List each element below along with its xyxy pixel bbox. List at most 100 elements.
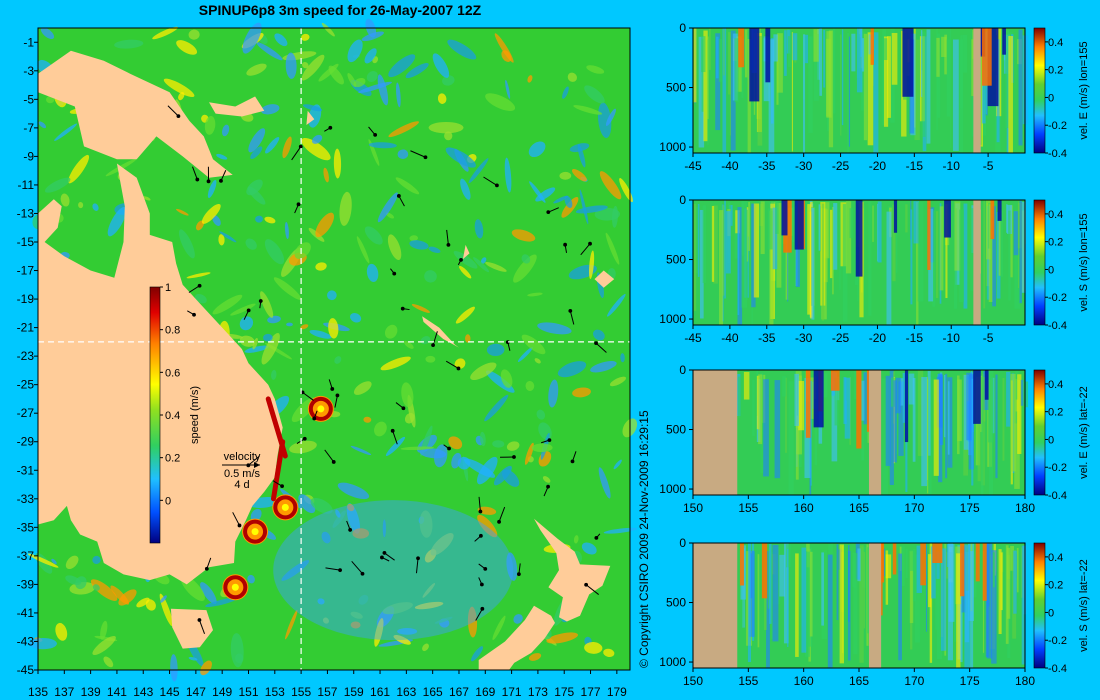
velocity-streak (916, 202, 919, 325)
speed-patch (353, 381, 372, 395)
velocity-streak (1013, 211, 1019, 256)
x-tick-label: -5 (983, 159, 994, 173)
velocity-streak (945, 373, 948, 479)
velocity-streak (927, 554, 932, 608)
map-y-tick-label: -19 (17, 292, 35, 306)
speed-patch (395, 177, 420, 195)
speed-patch (327, 290, 337, 301)
speed-patch (114, 39, 144, 49)
velocity-streak (749, 550, 755, 637)
section4-land (868, 543, 882, 668)
speed-patch (393, 634, 411, 645)
x-tick-label: 170 (904, 501, 924, 515)
speed-patch (464, 458, 496, 478)
eddy-core (223, 575, 248, 600)
northward-jet (738, 28, 745, 68)
speed-patch (267, 315, 281, 324)
speed-patch (451, 452, 462, 469)
velocity-arrow (483, 176, 498, 186)
velocity-streak (795, 553, 799, 657)
speed-patch (377, 74, 389, 106)
speed-patch (352, 528, 370, 539)
speed-patch (486, 343, 505, 356)
map-y-tick-label: -41 (17, 606, 35, 620)
new-caledonia-island (422, 316, 459, 348)
speed-patch (504, 157, 512, 193)
section3-land (868, 370, 882, 495)
speed-patch (261, 332, 280, 365)
velocity-streak (1002, 377, 1005, 461)
northward-jet (920, 543, 926, 586)
map-y-tick-label: -5 (23, 92, 34, 106)
x-tick-label: -40 (721, 331, 739, 345)
velocity-arrow-head (431, 343, 435, 348)
velocity-streak (908, 373, 915, 405)
map-x-tick-label: 135 (28, 685, 48, 699)
speed-patch (65, 555, 79, 570)
velocity-streak (747, 543, 752, 663)
speed-patch (364, 48, 377, 64)
speed-patch (500, 369, 513, 388)
section2-land (973, 200, 981, 325)
velocity-streak (847, 32, 850, 154)
speed-patch (459, 265, 472, 279)
velocity-arrow-head (246, 308, 251, 313)
section2-colorbar: 0.4 0.2 0 -0.2 -0.4 vel. S (m/s) lon=155 (1033, 199, 1090, 332)
colorbar-tick-label: -0.2 (1048, 292, 1067, 304)
speed-patch (136, 597, 150, 608)
speed-patch (455, 306, 475, 324)
northward-jet (932, 543, 943, 564)
velocity-arrow-head (312, 416, 317, 421)
speed-patch (521, 254, 531, 264)
northward-jet (830, 370, 840, 391)
southward-jet (813, 370, 824, 428)
southward-jet (987, 28, 999, 107)
new-zealand-north-island (534, 518, 611, 622)
map-y-tick-label: -1 (23, 35, 34, 49)
northward-jet (982, 543, 987, 601)
velocity-streak (803, 34, 806, 153)
velocity-streak (795, 381, 799, 480)
speed-patch (597, 102, 612, 138)
colorbar-tick-label: 0.4 (1048, 209, 1063, 221)
speed-patch (289, 440, 317, 454)
velocity-streak (813, 29, 819, 62)
speed-patch (178, 229, 195, 259)
x-tick-label: -40 (721, 159, 739, 173)
speed-patch (284, 221, 289, 239)
colorbar-tick-label: 0 (1048, 607, 1054, 619)
speed-patch (377, 192, 398, 223)
x-tick-label: -20 (869, 159, 887, 173)
speed-patch (485, 261, 507, 272)
colorbar-tick-label: -0.2 (1048, 462, 1067, 474)
velocity-streak (753, 203, 760, 298)
velocity-streak (927, 370, 931, 456)
speed-patch (246, 179, 263, 196)
velocity-streak (916, 545, 922, 593)
northward-jet (990, 200, 995, 240)
velocity-streak (971, 378, 974, 486)
velocity-streak (839, 211, 841, 290)
speed-patch (363, 416, 372, 423)
velocity-streak (834, 377, 839, 426)
velocity-streak (946, 544, 949, 568)
velocity-arrow-head (195, 177, 200, 182)
speed-patch (397, 627, 418, 635)
speed-patch (92, 555, 101, 564)
map-y-tick-label: -9 (23, 149, 34, 163)
velocity-streak (861, 380, 865, 421)
northward-jet (975, 543, 980, 582)
colorbar-tick-label: -0.2 (1048, 635, 1067, 647)
eddy-core (308, 396, 333, 421)
speed-patch (521, 334, 546, 355)
speed-patch (337, 482, 370, 500)
section1-frame (692, 27, 1026, 154)
x-tick-label: -10 (943, 331, 961, 345)
speed-patch (492, 440, 505, 448)
velocity-streak (938, 373, 943, 483)
velocity-key: velocity 0.5 m/s4 d (222, 451, 261, 491)
velocity-streak (706, 36, 709, 120)
map-x-tick-label: 161 (370, 685, 390, 699)
velocity-streak (743, 371, 750, 400)
velocity-streak (1017, 374, 1022, 454)
